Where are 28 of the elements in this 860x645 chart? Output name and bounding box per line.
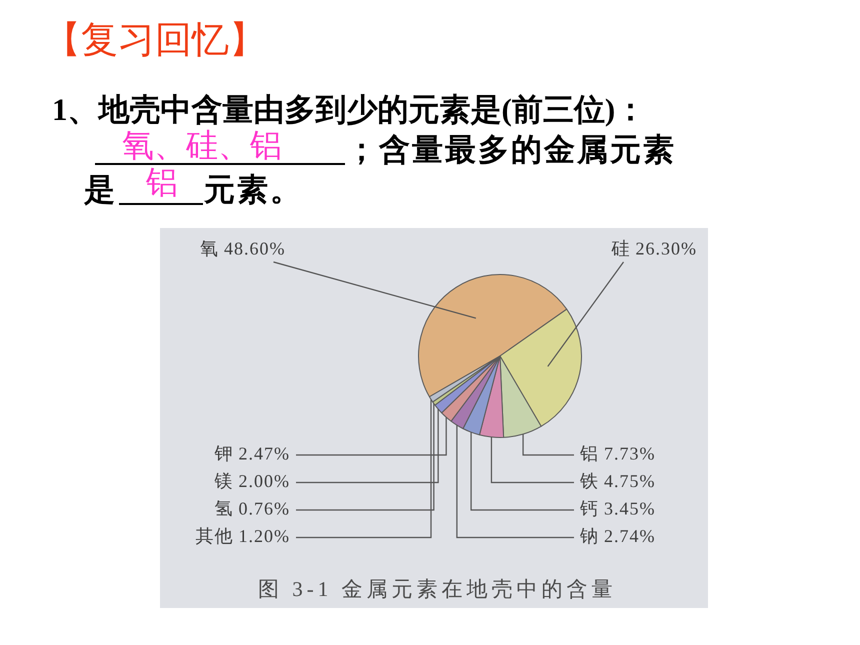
text: 元素。 bbox=[204, 172, 303, 207]
slice-label: 铁 bbox=[579, 471, 599, 492]
caption: 图 3-1 金属元素在地壳中的含量 bbox=[258, 577, 616, 601]
slice-label: 钠 bbox=[579, 526, 599, 546]
data-label: 2.74% bbox=[604, 526, 656, 546]
text: 1、地壳中含量由多到少的元素是(前三位)： bbox=[52, 92, 646, 127]
chart-title: 【复习回忆】 bbox=[44, 20, 266, 61]
data-label: 2.47% bbox=[238, 444, 290, 464]
data-label: 4.75% bbox=[604, 471, 656, 492]
text: 是 bbox=[84, 172, 115, 207]
slice-label: 钾 bbox=[214, 444, 234, 464]
slice-label: 铝 bbox=[579, 444, 599, 464]
text: ；含量最多的金属元素 bbox=[346, 132, 676, 167]
slice-label: 其他 bbox=[196, 526, 234, 546]
slice-label: 氢 bbox=[214, 498, 234, 519]
slice-label: 硅 bbox=[610, 238, 631, 259]
data-label: 7.73% bbox=[604, 444, 656, 464]
slice-label: 镁 bbox=[214, 471, 234, 492]
text: 氧、硅、铝 bbox=[122, 127, 282, 163]
data-label: 26.30% bbox=[636, 238, 698, 259]
slice-label: 氧 bbox=[200, 238, 219, 259]
data-label: 2.00% bbox=[238, 471, 290, 492]
data-label: 48.60% bbox=[224, 238, 286, 259]
data-label: 0.76% bbox=[238, 498, 290, 519]
data-label: 1.20% bbox=[238, 526, 290, 546]
slice-label: 钙 bbox=[579, 498, 599, 519]
data-label: 3.45% bbox=[604, 498, 656, 519]
text: 铝 bbox=[146, 164, 178, 200]
